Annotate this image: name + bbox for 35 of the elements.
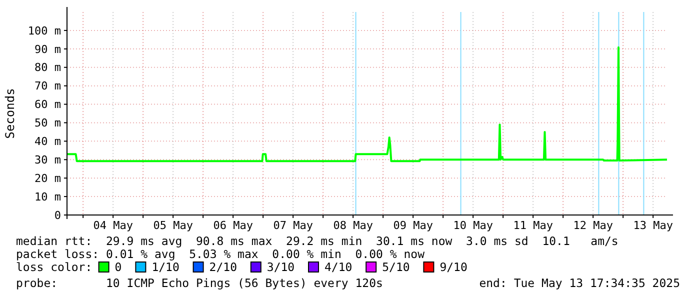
- legend-label: 1/10: [152, 260, 180, 274]
- y-tick-label: 80 m: [34, 61, 62, 74]
- legend-label: 0: [114, 260, 122, 274]
- y-axis-title: Seconds: [3, 88, 17, 139]
- y-tick-label: 60 m: [34, 98, 62, 112]
- y-tick-label: 50 m: [34, 116, 62, 130]
- x-tick-label: 06 May: [213, 219, 254, 232]
- x-tick-label: 07 May: [273, 219, 314, 232]
- x-tick-label: 05 May: [153, 219, 194, 232]
- y-tick-label: 30 m: [34, 153, 62, 166]
- legend-label: 3/10: [266, 260, 295, 274]
- x-tick-label: 13 May: [633, 219, 674, 232]
- x-tick-label: 04 May: [93, 219, 134, 232]
- x-tick-label: 12 May: [573, 219, 614, 232]
- legend-label: 9/10: [440, 260, 468, 274]
- text: packet loss: 0.01 % avg 5.03 % max 0.00 % min 0.00 % now: [16, 247, 425, 261]
- text: end: Tue May 13 17:34:35 2025: [479, 276, 680, 290]
- legend-title: loss color:: [16, 260, 92, 274]
- legend-label: 2/10: [209, 260, 238, 274]
- text: probe: 10 ICMP Echo Pings (56 Bytes) every 120s: [16, 276, 383, 290]
- y-tick-label: 40 m: [34, 135, 62, 148]
- y-tick-label: 90 m: [34, 42, 62, 56]
- y-tick-label: 0: [54, 208, 61, 222]
- x-tick-label: 08 May: [333, 219, 374, 232]
- y-tick-label: 70 m: [34, 80, 62, 93]
- legend-label: 4/10: [324, 260, 352, 274]
- legend-label: 5/10: [382, 260, 410, 274]
- y-tick-label: 100 m: [28, 24, 62, 38]
- line-series: [66, 46, 668, 162]
- y-tick-label: 10 m: [34, 190, 62, 204]
- text: median rtt: 29.9 ms avg 90.8 ms max 29.2 ms min 30.1 ms now 3.0 ms sd 10.1 am/s: [16, 234, 618, 248]
- y-tick-label: 20 m: [34, 172, 62, 185]
- x-tick-label: 09 May: [393, 219, 434, 232]
- x-tick-label: 11 May: [513, 219, 554, 232]
- x-tick-label: 10 May: [453, 219, 494, 232]
